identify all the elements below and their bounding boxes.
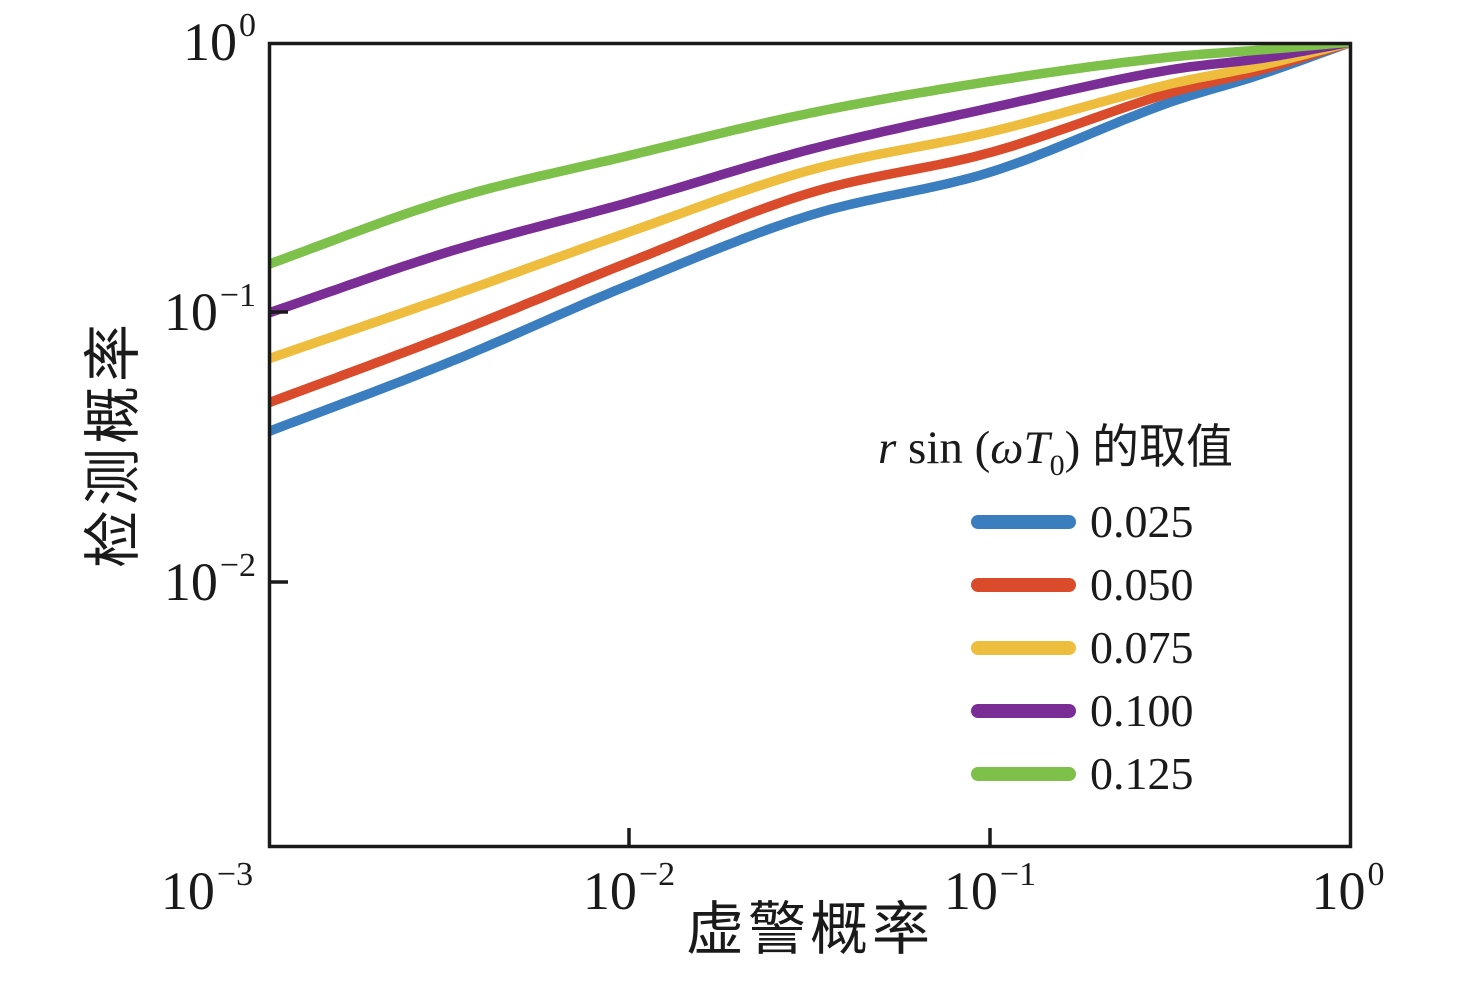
legend-line-swatch-purple — [971, 703, 1076, 718]
roc-curve-0.100 — [268, 42, 1352, 318]
legend-title-subscript: 0 — [1049, 449, 1065, 482]
legend-entry: 0.050 — [878, 553, 1338, 616]
x-tick-exponent: 0 — [1367, 856, 1385, 893]
legend-line-swatch-blue — [971, 514, 1076, 529]
x-tick-base: 10 — [160, 861, 215, 921]
legend-entry: 0.100 — [878, 679, 1338, 742]
legend-label: 0.025 — [1090, 495, 1194, 547]
y-tick-exponent: 0 — [239, 7, 256, 44]
plot-frame — [267, 41, 1353, 849]
legend-entry: 0.025 — [878, 490, 1338, 553]
legend-label: 0.125 — [1090, 747, 1194, 799]
y-axis-title: 检测概率 — [81, 320, 146, 569]
legend-title-close-paren: ) — [1064, 422, 1093, 474]
x-axis-title: 虚警概率 — [685, 897, 934, 962]
legend-title-suffix: 的取值 — [1092, 422, 1234, 474]
y-tick-label-1e0: 100 — [106, 7, 256, 81]
legend-entry: 0.075 — [878, 616, 1338, 679]
y-tick-base: 10 — [163, 282, 218, 342]
legend-label: 0.100 — [1090, 684, 1194, 736]
roc-curve-0.025 — [268, 42, 1352, 437]
x-tick-exponent: −1 — [999, 856, 1037, 893]
roc-curve-0.050 — [268, 42, 1352, 408]
legend: r sin (ωT0) 的取值 0.025 0.050 0.075 0.100 … — [878, 412, 1338, 805]
y-tick-exponent: −1 — [219, 277, 256, 314]
x-tick-label-1e-2: 10−2 — [549, 856, 709, 930]
legend-title-sin: sin ( — [896, 422, 991, 474]
x-tick-label-1e0: 100 — [1268, 856, 1428, 930]
x-tick-label-1e-1: 10−1 — [910, 856, 1070, 930]
y-tick-label-1e-2: 10−2 — [106, 547, 256, 621]
legend-title-r: r — [878, 422, 897, 474]
x-tick-exponent: −2 — [638, 856, 676, 893]
legend-line-swatch-green — [971, 766, 1076, 781]
y-tick-label-1e-1: 10−1 — [106, 277, 256, 351]
legend-label: 0.050 — [1090, 558, 1194, 610]
legend-entry: 0.125 — [878, 742, 1338, 805]
x-tick-label-1e-3: 10−3 — [127, 856, 287, 930]
roc-curve-0.125 — [268, 42, 1352, 270]
y-tick-base: 10 — [163, 552, 218, 612]
x-tick-base: 10 — [943, 861, 998, 921]
roc-curve-0.075 — [268, 42, 1352, 364]
x-tick-base: 10 — [1311, 861, 1366, 921]
curve-group — [268, 42, 1352, 437]
legend-title: r sin (ωT0) 的取值 — [878, 412, 1338, 490]
legend-line-swatch-yellow — [971, 640, 1076, 655]
x-tick-exponent: −3 — [216, 856, 254, 893]
legend-label: 0.075 — [1090, 621, 1194, 673]
y-tick-exponent: −2 — [219, 547, 256, 584]
y-tick-base: 10 — [183, 12, 237, 72]
legend-title-omega: ω — [990, 422, 1024, 474]
x-tick-base: 10 — [582, 861, 637, 921]
legend-title-T: T — [1023, 422, 1050, 474]
legend-line-swatch-red — [971, 577, 1076, 592]
